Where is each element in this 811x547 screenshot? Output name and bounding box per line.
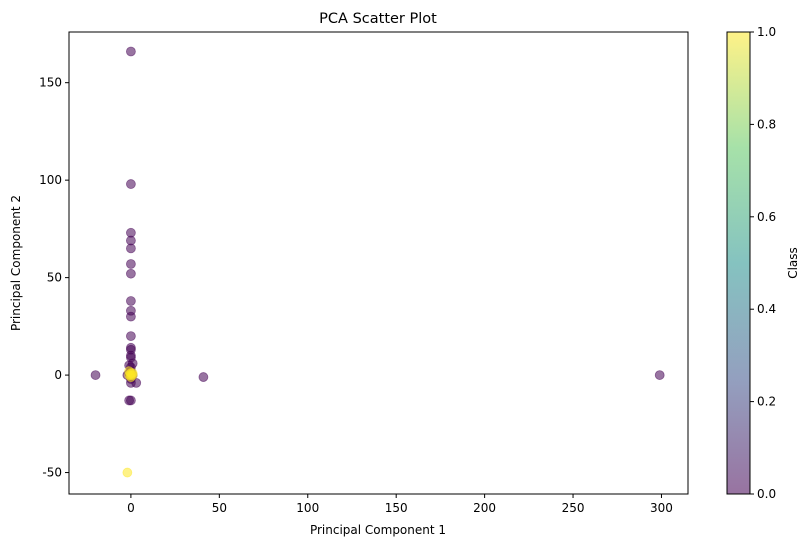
scatter-point-7 [125,296,136,306]
x-tick-label-1: 50 [212,501,227,515]
scatter-point-31 [122,467,133,478]
colorbar-frame [726,31,751,495]
y-axis-ticks: -50 0 50 100 150 [39,76,69,480]
scatter-point-4 [125,243,136,254]
y-tick-label-4: 150 [39,76,62,90]
scatter-point-27 [124,395,135,406]
scatter-point-6 [125,268,136,279]
scatter-point-10 [125,331,136,342]
x-tick-label-4: 200 [473,501,496,515]
y-tick-label-3: 100 [39,173,62,187]
scatter-point-38 [125,372,136,382]
colorbar-ticks: 0.0 0.2 0.4 0.6 0.8 1.0 [750,25,776,501]
colorbar-tick-label-5: 1.0 [757,25,776,39]
scatter-point-30 [654,370,665,380]
colorbar-tick-label-0: 0.0 [757,487,776,501]
scatter-points [90,46,665,478]
x-tick-label-2: 100 [296,501,319,515]
y-tick-label-0: -50 [42,466,62,480]
scatter-point-9 [125,311,136,322]
scatter-point-29 [198,372,209,382]
scatter-point-0 [125,46,136,57]
scatter-point-25 [131,377,142,388]
colorbar-tick-label-1: 0.2 [757,395,776,409]
x-axis-label: Principal Component 1 [310,523,446,537]
x-tick-label-5: 250 [562,501,585,515]
chart-title: PCA Scatter Plot [319,11,437,27]
x-axis-ticks: 0 50 100 150 200 250 300 [127,494,673,515]
colorbar-tick-label-4: 0.8 [757,117,776,131]
colorbar-tick-label-3: 0.6 [757,210,776,224]
x-tick-label-6: 300 [650,501,673,515]
scatter-point-28 [90,370,101,380]
colorbar-tick-label-2: 0.4 [757,302,776,316]
y-axis-label: Principal Component 2 [9,195,23,331]
colorbar: 0.0 0.2 0.4 0.6 0.8 1.0 Class [726,25,800,501]
colorbar-gradient [727,32,750,494]
scatter-point-5 [125,259,136,269]
y-tick-label-1: 0 [54,368,62,382]
colorbar-label: Class [786,247,800,279]
x-tick-label-0: 0 [127,501,135,515]
plot-frame [68,31,689,495]
scatter-point-1 [125,179,136,189]
x-tick-label-3: 150 [385,501,408,515]
y-tick-label-2: 50 [47,271,62,285]
